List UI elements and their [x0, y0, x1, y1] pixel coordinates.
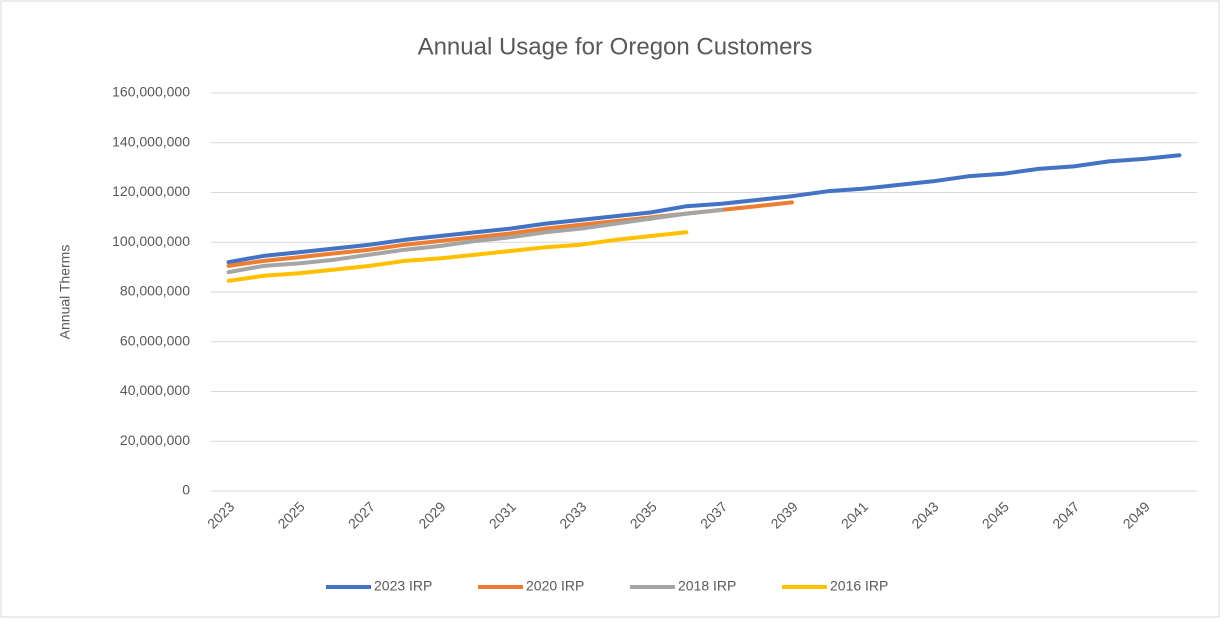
- y-tick-label: 120,000,000: [112, 183, 190, 199]
- chart-title: Annual Usage for Oregon Customers: [418, 33, 813, 60]
- series-line: [226, 230, 689, 283]
- y-tick-label: 40,000,000: [120, 382, 190, 398]
- legend-label: 2020 IRP: [526, 578, 584, 594]
- y-tick-label: 160,000,000: [112, 84, 190, 100]
- y-tick-label: 140,000,000: [112, 133, 190, 149]
- legend-label: 2016 IRP: [830, 578, 888, 594]
- y-tick-label: 80,000,000: [120, 283, 190, 299]
- y-tick-label: 20,000,000: [120, 432, 190, 448]
- y-tick-label: 60,000,000: [120, 332, 190, 348]
- y-axis-label: Annual Therms: [57, 245, 73, 340]
- legend-label: 2018 IRP: [678, 578, 736, 594]
- y-tick-label: 100,000,000: [112, 233, 190, 249]
- legend-label: 2023 IRP: [374, 578, 432, 594]
- y-tick-label: 0: [182, 482, 190, 498]
- series-line: [226, 207, 724, 275]
- series-line: [226, 153, 1182, 265]
